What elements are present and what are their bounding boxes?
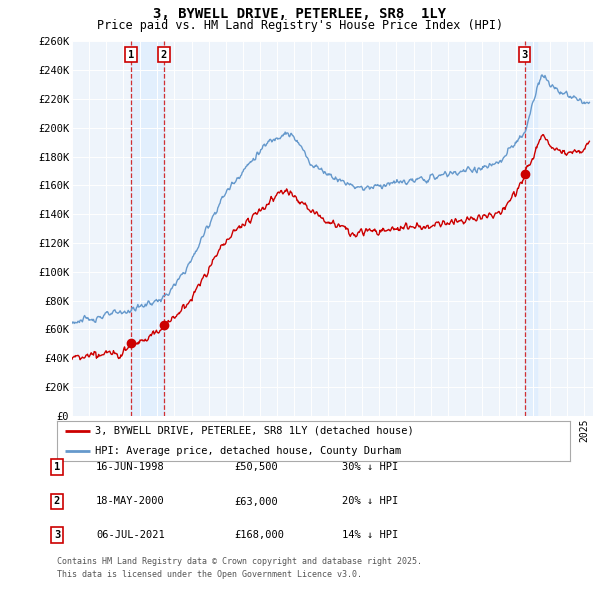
Text: 3, BYWELL DRIVE, PETERLEE, SR8 1LY (detached house): 3, BYWELL DRIVE, PETERLEE, SR8 1LY (deta… bbox=[95, 426, 414, 436]
Text: £63,000: £63,000 bbox=[234, 497, 278, 506]
Text: 30% ↓ HPI: 30% ↓ HPI bbox=[342, 463, 398, 472]
Text: 1: 1 bbox=[54, 463, 60, 472]
Text: 1: 1 bbox=[128, 50, 134, 60]
Bar bbox=[524, 41, 536, 416]
Text: 20% ↓ HPI: 20% ↓ HPI bbox=[342, 497, 398, 506]
Text: 2: 2 bbox=[161, 50, 167, 60]
Text: HPI: Average price, detached house, County Durham: HPI: Average price, detached house, Coun… bbox=[95, 446, 402, 456]
Text: 06-JUL-2021: 06-JUL-2021 bbox=[96, 530, 165, 540]
Text: 3, BYWELL DRIVE, PETERLEE, SR8  1LY: 3, BYWELL DRIVE, PETERLEE, SR8 1LY bbox=[154, 7, 446, 21]
Text: 2: 2 bbox=[54, 497, 60, 506]
Text: 3: 3 bbox=[54, 530, 60, 540]
Text: 18-MAY-2000: 18-MAY-2000 bbox=[96, 497, 165, 506]
Text: £168,000: £168,000 bbox=[234, 530, 284, 540]
Text: Price paid vs. HM Land Registry's House Price Index (HPI): Price paid vs. HM Land Registry's House … bbox=[97, 19, 503, 32]
Text: 16-JUN-1998: 16-JUN-1998 bbox=[96, 463, 165, 472]
Text: £50,500: £50,500 bbox=[234, 463, 278, 472]
Text: 14% ↓ HPI: 14% ↓ HPI bbox=[342, 530, 398, 540]
Text: 3: 3 bbox=[521, 50, 528, 60]
Bar bbox=[131, 41, 164, 416]
Text: This data is licensed under the Open Government Licence v3.0.: This data is licensed under the Open Gov… bbox=[57, 571, 362, 579]
Text: Contains HM Land Registry data © Crown copyright and database right 2025.: Contains HM Land Registry data © Crown c… bbox=[57, 558, 422, 566]
